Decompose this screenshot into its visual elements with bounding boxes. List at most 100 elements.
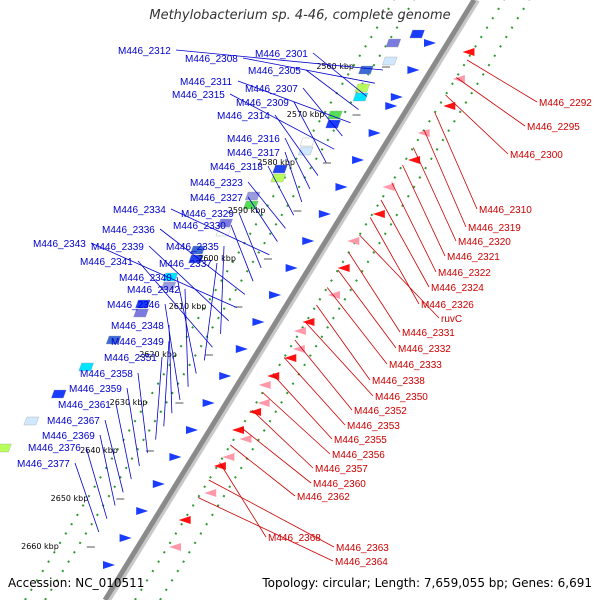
gene-arrow-fwd <box>102 561 115 569</box>
right-gene-label: M446_2295 <box>527 122 580 133</box>
right-leader-line <box>359 234 440 319</box>
left-gene-label: M446_2335 <box>166 242 219 253</box>
left-gene-label: M446_2348 <box>111 321 164 332</box>
left-gene-label: M446_2361 <box>58 400 111 411</box>
gene-arrow-fwd <box>352 156 365 164</box>
right-leader-line <box>294 339 353 411</box>
right-gene-label: M446_2319 <box>468 223 521 234</box>
accession-text: Accession: NC_010511 <box>8 576 145 590</box>
gene-arrow-fwd <box>269 291 282 299</box>
gene-block-fwd <box>188 254 204 264</box>
gene-arrow-fwd <box>368 129 381 137</box>
right-gene-label: M446_2368 <box>268 533 321 544</box>
right-gene-label: M446_2357 <box>315 464 368 475</box>
left-leader-line <box>184 288 189 387</box>
left-leader-line <box>242 57 375 84</box>
left-leader-line <box>238 212 262 269</box>
left-gene-label: M446_2339 <box>91 242 144 253</box>
track-guide-2 <box>134 0 505 600</box>
gene-block-fwd <box>105 335 122 345</box>
left-gene-label: M446_2367 <box>47 416 100 427</box>
right-leader-line <box>251 409 314 469</box>
right-leader-line <box>369 217 420 305</box>
right-gene-label: M446_2363 <box>336 543 389 554</box>
right-leader-line <box>208 479 335 548</box>
left-gene-label: M446_2334 <box>113 205 166 216</box>
gene-block-fwd <box>78 362 94 372</box>
gene-arrow-fwd <box>219 372 232 380</box>
right-gene-label: M446_2322 <box>438 268 491 279</box>
left-gene-label: M446_2317 <box>227 148 280 159</box>
gene-arrow-rev <box>292 345 305 353</box>
right-gene-label: M446_2362 <box>297 492 350 503</box>
right-leader-line <box>434 112 478 210</box>
gene-block-fwd <box>160 281 177 291</box>
kbp-tick-label: 2580 kbp <box>257 158 295 167</box>
left-gene-label: M446_2315 <box>172 90 225 101</box>
left-leader-line <box>175 49 383 71</box>
gene-block-fwd <box>133 308 149 318</box>
left-gene-label: M446_2377 <box>17 459 70 470</box>
right-gene-label: M446_2355 <box>334 435 387 446</box>
backbone-line <box>102 0 477 600</box>
right-gene-label: M446_2320 <box>458 237 511 248</box>
gene-arrow-fwd <box>186 426 199 434</box>
gene-block-fwd <box>162 272 178 282</box>
right-leader-line <box>230 444 296 497</box>
right-gene-label: M446_2331 <box>402 328 455 339</box>
left-gene-label: M446_2307 <box>245 84 298 95</box>
gene-block-fwd <box>215 227 231 237</box>
gene-arrow-fwd <box>119 534 132 542</box>
gene-arrow-fwd <box>390 93 403 101</box>
left-leader-line <box>176 276 197 374</box>
gene-arrow-rev <box>408 156 421 164</box>
kbp-tick-label: 2630 kbp <box>110 398 148 407</box>
gene-arrow-fwd <box>302 237 315 245</box>
gene-arrow-rev <box>302 318 315 326</box>
left-gene-label: M446_2346 <box>107 300 160 311</box>
gene-arrow-fwd <box>285 264 298 272</box>
gene-arrow-rev <box>462 48 475 56</box>
right-leader-line <box>262 392 331 455</box>
right-leader-line <box>305 322 374 397</box>
left-gene-label: M446_2343 <box>33 239 86 250</box>
right-gene-label: M446_2364 <box>335 557 388 568</box>
left-gene-label: M446_2318 <box>210 162 263 173</box>
left-leader-line <box>163 340 170 427</box>
right-leader-line <box>380 199 430 288</box>
right-gene-label: M446_2292 <box>539 98 592 109</box>
gene-block-fwd <box>409 29 425 39</box>
right-gene-label: ruvC <box>441 314 462 325</box>
gene-arrow-rev <box>337 264 350 272</box>
gene-arrow-rev <box>178 516 191 524</box>
gene-arrow-rev <box>239 435 252 443</box>
gene-arrow-rev <box>293 327 306 335</box>
left-gene-label: M446_2341 <box>80 257 133 268</box>
gene-arrow-fwd <box>169 453 182 461</box>
left-leader-line <box>312 52 367 97</box>
left-gene-label: M446_2351 <box>104 353 157 364</box>
gene-arrow-fwd <box>235 345 248 353</box>
right-gene-label: M446_2350 <box>375 392 428 403</box>
left-leader-line <box>137 372 148 453</box>
gene-block-fwd <box>190 245 206 255</box>
gene-arrow-fwd <box>424 39 437 47</box>
right-leader-line <box>456 77 526 127</box>
gene-block-fwd <box>385 38 402 48</box>
right-leader-line <box>402 164 446 257</box>
kbp-tick-label: 2590 kbp <box>228 206 266 215</box>
left-leader-line <box>220 245 225 335</box>
kbp-tick-label: 2660 kbp <box>21 542 59 551</box>
map-title: Methylobacterium sp. 4-46, complete geno… <box>149 8 451 23</box>
gene-block-fwd <box>272 164 288 174</box>
left-leader-line <box>74 462 100 533</box>
gene-arrow-rev <box>204 489 217 497</box>
kbp-tick-label: 2610 kbp <box>169 302 207 311</box>
left-leader-line <box>305 69 359 110</box>
left-leader-line <box>148 245 229 322</box>
gene-arrow-rev <box>417 129 430 137</box>
left-leader-line <box>85 446 108 519</box>
track-guide-1 <box>44 0 415 600</box>
gene-block-fwd <box>358 65 374 75</box>
left-gene-label: M446_2330 <box>173 221 226 232</box>
